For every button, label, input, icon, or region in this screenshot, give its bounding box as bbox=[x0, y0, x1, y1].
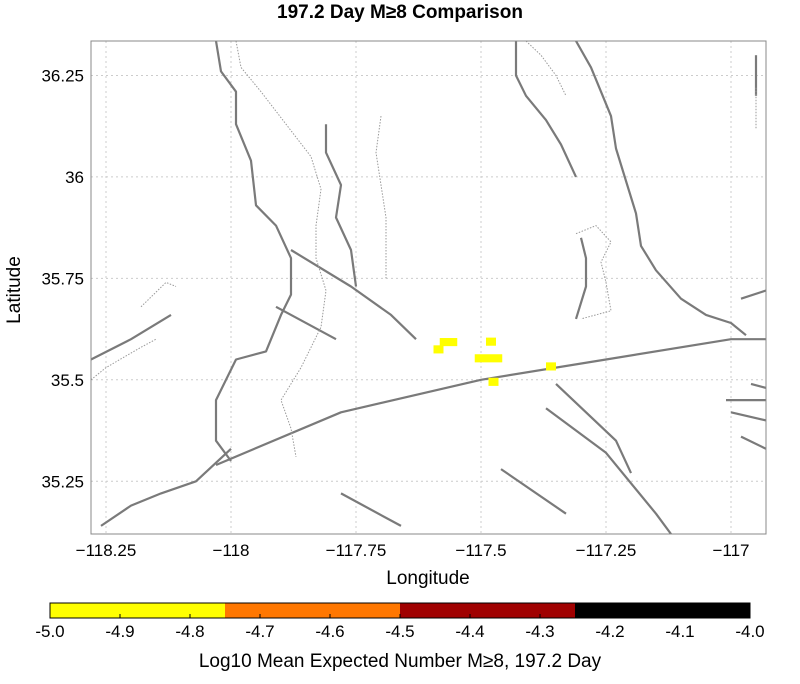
y-tick-labels: 35.25 35.5 35.75 36 36.25 bbox=[41, 66, 84, 491]
fault-trace bbox=[740, 289, 766, 300]
fault-trace bbox=[340, 492, 402, 527]
y-tick-label: 35.75 bbox=[41, 269, 84, 288]
fault-trace-dotted bbox=[525, 41, 567, 97]
x-tick-label: −117.75 bbox=[326, 541, 387, 560]
colorbar-tick-label: -4.4 bbox=[455, 622, 484, 641]
fault-trace bbox=[514, 41, 577, 178]
y-tick-label: 35.25 bbox=[41, 472, 84, 491]
fault-lines bbox=[91, 41, 766, 534]
colorbar-tick-label: -4.6 bbox=[315, 622, 344, 641]
colorbar-tick-label: -4.2 bbox=[595, 622, 624, 641]
fault-trace bbox=[730, 411, 766, 422]
fault-trace bbox=[750, 382, 766, 389]
fault-trace bbox=[91, 313, 172, 361]
colorbar-tick-label: -4.5 bbox=[385, 622, 414, 641]
fault-trace bbox=[214, 41, 293, 462]
forecast-cell bbox=[486, 337, 496, 346]
fault-trace-dotted bbox=[235, 41, 327, 457]
x-tick-label: −117.5 bbox=[455, 541, 506, 560]
fault-trace-dotted bbox=[575, 225, 612, 320]
colorbar-tick-label: -5.0 bbox=[35, 622, 64, 641]
colorbar-tick-label: -4.0 bbox=[735, 622, 764, 641]
fault-trace bbox=[545, 407, 672, 534]
x-tick-label: −117 bbox=[712, 541, 749, 560]
colorbar-tick-labels: -5.0 -4.9 -4.8 -4.7 -4.6 -4.5 -4.4 -4.3 -4.2 -4.1… bbox=[35, 614, 765, 641]
colorbar-band bbox=[400, 603, 575, 618]
forecast-cells bbox=[433, 337, 556, 386]
y-tick-label: 35.5 bbox=[51, 371, 84, 390]
plot-frame bbox=[90, 40, 767, 535]
fault-trace bbox=[324, 124, 358, 287]
colorbar-tick-label: -4.1 bbox=[665, 622, 694, 641]
colorbar bbox=[49, 602, 751, 619]
colorbar-band bbox=[575, 603, 750, 618]
x-axis-label: Longitude bbox=[386, 568, 469, 589]
forecast-cell bbox=[474, 354, 503, 363]
fault-trace-dotted bbox=[140, 281, 177, 308]
fault-trace bbox=[575, 41, 747, 337]
colorbar-tick-label: -4.3 bbox=[525, 622, 554, 641]
fault-trace bbox=[100, 447, 232, 527]
fault-trace-dotted bbox=[375, 116, 387, 279]
fault-trace bbox=[555, 383, 632, 474]
colorbar-tick-label: -4.7 bbox=[245, 622, 274, 641]
colorbar-tick-label: -4.9 bbox=[105, 622, 134, 641]
chart-title: 197.2 Day M≥8 Comparison bbox=[277, 2, 523, 23]
forecast-cell bbox=[439, 338, 458, 347]
grid-lines bbox=[91, 41, 766, 534]
forecast-cell bbox=[488, 377, 499, 386]
fault-trace bbox=[290, 249, 417, 340]
x-tick-label: −118.25 bbox=[76, 541, 137, 560]
fault-trace bbox=[215, 338, 766, 467]
colorbar-band bbox=[50, 603, 225, 618]
fault-trace bbox=[500, 468, 567, 515]
x-tick-label: −117.25 bbox=[576, 541, 637, 560]
fault-trace bbox=[574, 237, 588, 320]
colorbar-tick-label: -4.8 bbox=[175, 622, 204, 641]
colorbar-label: Log10 Mean Expected Number M≥8, 197.2 Da… bbox=[199, 651, 602, 672]
y-tick-label: 36.25 bbox=[41, 66, 84, 85]
y-tick-label: 36 bbox=[65, 168, 84, 187]
x-tick-label: −118 bbox=[212, 541, 249, 560]
forecast-cell bbox=[433, 345, 444, 354]
x-tick-labels: −118.25 −118 −117.75 −117.5 −117.25 −117 bbox=[76, 541, 750, 560]
fault-trace-dotted bbox=[91, 338, 157, 381]
y-axis-label: Latitude bbox=[4, 256, 25, 324]
fault-trace bbox=[275, 305, 337, 341]
forecast-cell bbox=[546, 362, 556, 371]
colorbar-band bbox=[225, 603, 400, 618]
fault-trace bbox=[740, 435, 766, 450]
